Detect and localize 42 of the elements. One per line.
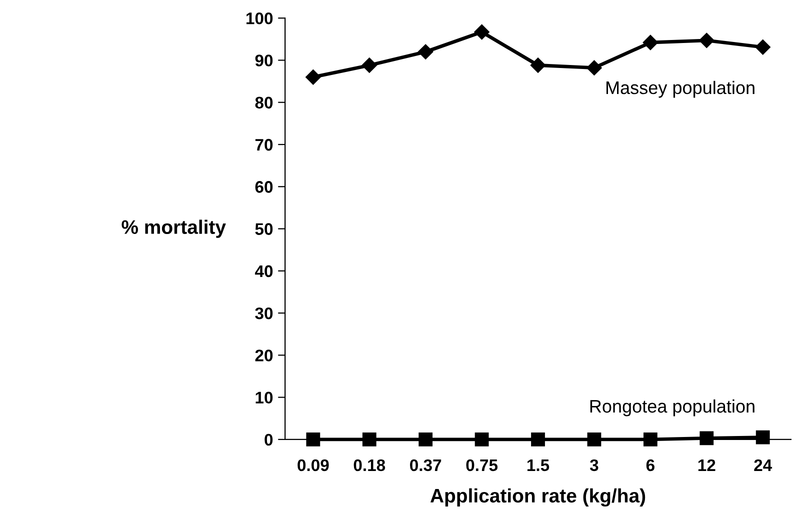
point — [306, 70, 321, 85]
series-label: Rongotea population — [590, 399, 754, 416]
point — [362, 58, 377, 73]
point — [586, 60, 602, 76]
y-axis-title: % mortality — [122, 220, 226, 238]
x-tick-label: 0.75 — [466, 459, 498, 472]
y-tick-label: 0 — [264, 434, 273, 446]
x-tick-label: 12 — [698, 459, 716, 471]
point — [474, 24, 490, 40]
x-tick-label: 3 — [590, 459, 598, 472]
x-tick-label: 0.18 — [354, 459, 386, 472]
point — [643, 432, 658, 446]
y-tick-label: 30 — [255, 307, 273, 320]
point — [530, 58, 546, 73]
y-tick-label: 10 — [256, 392, 273, 404]
y-tick-label: 80 — [255, 96, 273, 109]
y-tick-label: 50 — [255, 223, 273, 235]
point — [587, 432, 602, 446]
point — [531, 432, 545, 446]
point — [362, 432, 376, 446]
y-tick-label: 40 — [254, 265, 273, 278]
y-tick-label: 20 — [255, 350, 273, 362]
y-tick-label: 70 — [255, 138, 273, 151]
x-tick-label: 6 — [646, 459, 654, 472]
x-tick-label: 1.5 — [527, 460, 550, 472]
point — [756, 430, 770, 444]
point — [418, 44, 434, 60]
x-tick-label: 0.37 — [410, 459, 442, 472]
point — [642, 34, 658, 50]
point — [418, 432, 433, 446]
x-axis-title: Application rate (kg/ha) — [430, 488, 646, 507]
x-tick-label: 24 — [754, 459, 772, 471]
series-label: Massey population — [606, 80, 754, 98]
point — [474, 432, 489, 446]
point — [306, 432, 320, 446]
x-tick-label: 0.09 — [298, 459, 329, 472]
point — [699, 32, 714, 48]
point — [700, 431, 714, 446]
y-tick-label: 100 — [246, 12, 273, 24]
point — [755, 40, 770, 55]
y-tick-label: 90 — [255, 54, 273, 66]
y-tick-label: 60 — [255, 181, 273, 193]
